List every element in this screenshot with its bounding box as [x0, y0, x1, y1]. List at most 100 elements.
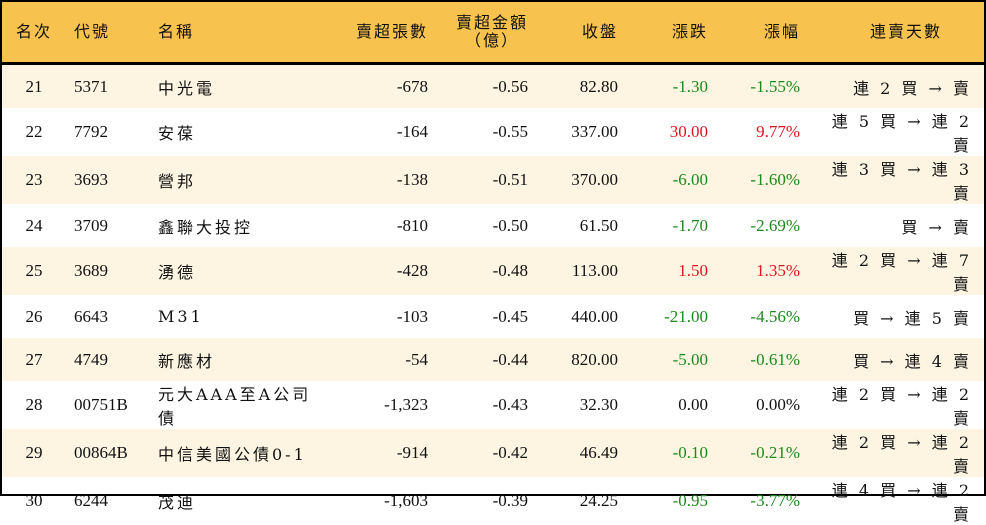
cell-sell-lots: -428: [314, 247, 436, 295]
cell-name[interactable]: 中光電: [144, 63, 314, 108]
cell-change-pct: 9.77%: [756, 122, 800, 141]
header-row: 名次 代號 名稱 賣超張數 賣超金額 （億） 收盤 漲跌 漲幅 連賣天數: [2, 2, 984, 65]
cell-name[interactable]: 湧德: [144, 247, 314, 295]
cell-change: -1.70: [672, 215, 708, 235]
cell-rank: 24: [25, 215, 43, 235]
cell-rank: 21: [2, 63, 60, 108]
cell-rank: 29: [2, 429, 60, 477]
cell-streak: 買 → 連 5 賣: [853, 308, 972, 328]
cell-close: 24.25: [579, 491, 618, 510]
cell-change: -1.30: [626, 63, 716, 108]
cell-close: 370.00: [536, 156, 626, 204]
cell-change: -6.00: [626, 156, 716, 204]
cell-code[interactable]: 00864B: [60, 429, 144, 477]
cell-code[interactable]: 6244: [74, 491, 108, 510]
table-row[interactable]: 28 00751B 元大AAA至A公司債 -1,323 -0.43 32.30 0.00 0.…: [2, 381, 984, 429]
cell-sell-lots: -54: [314, 338, 436, 381]
cell-sell-amount: -0.50: [492, 215, 528, 235]
cell-change: 1.50: [626, 247, 716, 295]
table-row[interactable]: 25 3689 湧德 -428 -0.48 113.00 1.50 1.35% 連 2 買 → …: [2, 247, 984, 295]
cell-code[interactable]: 4749: [60, 338, 144, 381]
cell-change: 30.00: [669, 122, 708, 141]
table-row[interactable]: 30 6244 茂迪 -1,603 -0.39 24.25 -0.95 -3.77% 連 4 買…: [2, 477, 984, 525]
cell-rank: 26: [25, 306, 43, 326]
header-sell-amount-label: 賣超金額: [455, 13, 528, 32]
header-code[interactable]: 代號: [60, 2, 144, 65]
cell-code[interactable]: 3693: [60, 156, 144, 204]
cell-sell-lots: -1,323: [384, 395, 428, 414]
table-row[interactable]: 21 5371 中光電 -678 -0.56 82.80 -1.30 -1.55% 連 2 買 …: [2, 63, 984, 108]
cell-rank: 28: [25, 395, 43, 414]
cell-name[interactable]: 鑫聯大投控: [158, 217, 254, 237]
cell-streak: 連 2 買 → 連 2 賣: [808, 429, 984, 477]
cell-name[interactable]: M31: [158, 307, 204, 326]
header-name[interactable]: 名稱: [144, 2, 314, 65]
cell-close: 32.30: [579, 395, 618, 414]
header-change-pct[interactable]: 漲幅: [716, 2, 808, 65]
cell-code[interactable]: 7792: [74, 122, 108, 141]
cell-streak: 連 2 買 → 連 7 賣: [808, 247, 984, 295]
cell-rank: 30: [25, 491, 43, 510]
cell-change-pct: -2.69%: [750, 215, 800, 235]
cell-code[interactable]: 3689: [60, 247, 144, 295]
cell-sell-amount: -0.43: [492, 395, 528, 414]
cell-change-pct: -4.56%: [750, 306, 800, 326]
cell-change: -0.10: [626, 429, 716, 477]
cell-change: 0.00: [678, 395, 708, 414]
cell-streak: 連 3 買 → 連 3 賣: [808, 156, 984, 204]
table-row[interactable]: 22 7792 安葆 -164 -0.55 337.00 30.00 9.77% 連 5 買 →…: [2, 108, 984, 156]
cell-sell-amount: -0.56: [436, 63, 536, 108]
cell-code[interactable]: 5371: [60, 63, 144, 108]
header-streak[interactable]: 連賣天數: [808, 2, 984, 65]
cell-sell-lots: -810: [396, 215, 428, 235]
header-sell-amount-unit: （億）: [464, 31, 519, 50]
table-row[interactable]: 24 3709 鑫聯大投控 -810 -0.50 61.50 -1.70 -2.69% 買 → …: [2, 204, 984, 247]
cell-rank: 22: [25, 122, 43, 141]
cell-name[interactable]: 營邦: [144, 156, 314, 204]
cell-sell-amount: -0.45: [492, 306, 528, 326]
header-close[interactable]: 收盤: [536, 2, 626, 65]
cell-close: 440.00: [571, 306, 618, 326]
cell-streak: 連 5 買 → 連 2 賣: [831, 112, 972, 155]
cell-sell-amount: -0.48: [436, 247, 536, 295]
cell-sell-lots: -164: [396, 122, 428, 141]
cell-change-pct: 0.00%: [756, 395, 800, 414]
cell-name[interactable]: 中信美國公債0-1: [144, 429, 314, 477]
header-rank[interactable]: 名次: [2, 2, 60, 65]
cell-close: 46.49: [536, 429, 626, 477]
cell-close: 337.00: [571, 122, 618, 141]
cell-change-pct: -3.77%: [750, 491, 800, 510]
table-row[interactable]: 26 6643 M31 -103 -0.45 440.00 -21.00 -4.56% 買 → …: [2, 295, 984, 338]
cell-change-pct: -0.21%: [716, 429, 808, 477]
cell-code[interactable]: 00751B: [74, 395, 128, 414]
cell-sell-amount: -0.55: [492, 122, 528, 141]
table-row[interactable]: 23 3693 營邦 -138 -0.51 370.00 -6.00 -1.60% 連 3 買 …: [2, 156, 984, 204]
cell-change-pct: -1.55%: [716, 63, 808, 108]
cell-change-pct: 1.35%: [716, 247, 808, 295]
cell-name[interactable]: 新應材: [144, 338, 314, 381]
cell-rank: 25: [2, 247, 60, 295]
cell-streak: 買 → 賣: [901, 217, 972, 237]
cell-sell-lots: -914: [314, 429, 436, 477]
cell-sell-amount: -0.42: [436, 429, 536, 477]
cell-sell-amount: -0.44: [436, 338, 536, 381]
cell-streak: 買 → 連 4 賣: [808, 338, 984, 381]
cell-change: -5.00: [626, 338, 716, 381]
cell-sell-amount: -0.39: [492, 491, 528, 510]
cell-code[interactable]: 3709: [74, 215, 108, 235]
header-change[interactable]: 漲跌: [626, 2, 716, 65]
header-sell-lots[interactable]: 賣超張數: [314, 2, 436, 65]
header-sell-amount[interactable]: 賣超金額 （億）: [436, 2, 536, 65]
cell-name[interactable]: 安葆: [158, 124, 197, 143]
cell-name[interactable]: 茂迪: [158, 493, 197, 512]
cell-name[interactable]: 元大AAA至A公司債: [158, 385, 312, 428]
cell-close: 113.00: [536, 247, 626, 295]
cell-rank: 23: [2, 156, 60, 204]
cell-code[interactable]: 6643: [74, 306, 108, 326]
table-row[interactable]: 29 00864B 中信美國公債0-1 -914 -0.42 46.49 -0.10 -0.2…: [2, 429, 984, 477]
cell-rank: 27: [2, 338, 60, 381]
table-row[interactable]: 27 4749 新應材 -54 -0.44 820.00 -5.00 -0.61% 買 → 連 …: [2, 338, 984, 381]
cell-streak: 連 4 買 → 連 2 賣: [831, 481, 972, 524]
cell-streak: 連 2 買 → 賣: [808, 63, 984, 108]
